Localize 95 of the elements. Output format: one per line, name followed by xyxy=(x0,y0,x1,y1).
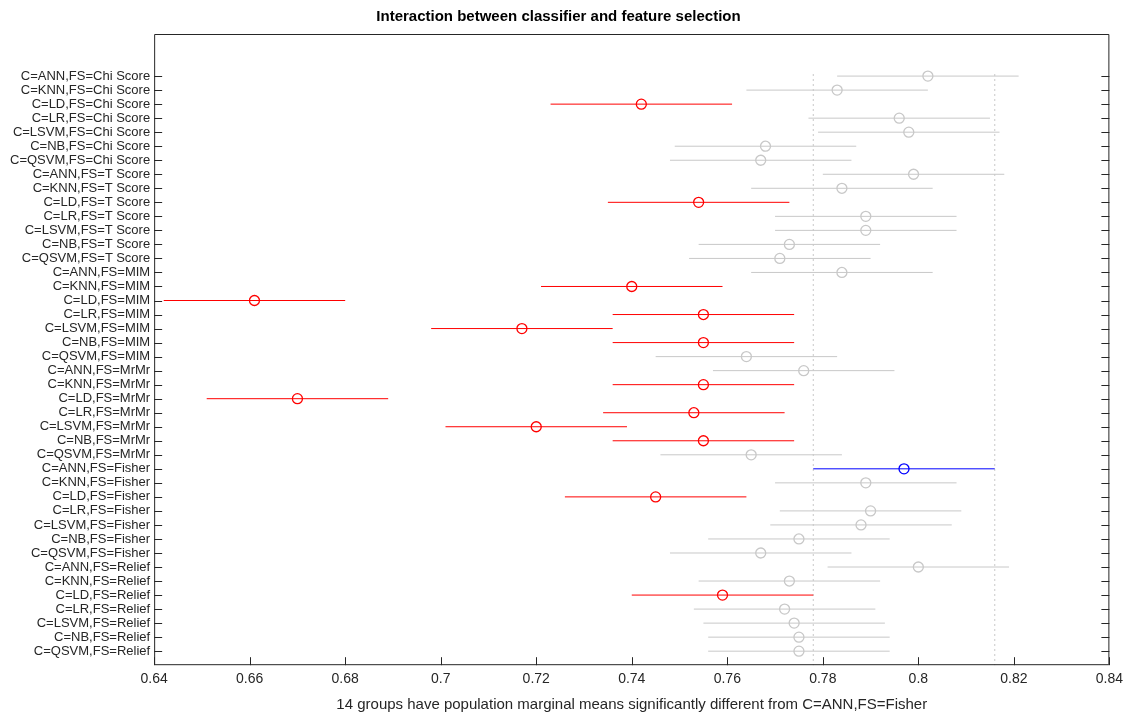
point xyxy=(697,336,710,349)
x-tick-label: 0.68 xyxy=(331,670,360,687)
y-tick-label: C=LSVM,FS=MIM xyxy=(44,320,151,336)
point xyxy=(788,617,800,629)
point xyxy=(516,322,528,335)
point xyxy=(855,519,867,531)
point xyxy=(697,379,710,391)
point xyxy=(759,140,772,152)
y-tick-label: C=NB,FS=MIM xyxy=(62,334,151,350)
y-tick-label: C=KNN,FS=T Score xyxy=(32,179,151,195)
y-tick-label: C=KNN,FS=Chi Score xyxy=(20,81,151,97)
point xyxy=(793,645,805,657)
y-tick-label: C=QSVM,FS=MrMr xyxy=(36,446,151,462)
y-tick-label: C=LD,FS=Fisher xyxy=(52,488,151,504)
y-tick-label: C=QSVM,FS=Chi Score xyxy=(10,151,151,167)
point xyxy=(793,533,805,545)
point xyxy=(798,364,810,377)
y-tick-label: C=QSVM,FS=MIM xyxy=(41,348,151,364)
y-tick-label: C=NB,FS=Chi Score xyxy=(30,137,151,153)
y-tick-label: C=KNN,FS=Relief xyxy=(44,572,151,588)
x-tick-label: 0.64 xyxy=(140,670,168,687)
point xyxy=(635,98,647,110)
x-tick-label: 0.66 xyxy=(236,670,264,687)
point xyxy=(860,210,872,222)
y-tick-label: C=NB,FS=T Score xyxy=(42,235,151,251)
point xyxy=(922,70,934,82)
point xyxy=(912,561,924,573)
point xyxy=(903,126,915,138)
point xyxy=(626,280,638,293)
y-tick-label: C=QSVM,FS=Fisher xyxy=(30,544,151,560)
point xyxy=(783,575,796,587)
y-tick-label: C=KNN,FS=MrMr xyxy=(47,376,151,392)
y-tick-label: C=LSVM,FS=Fisher xyxy=(33,516,151,532)
y-tick-label: C=KNN,FS=MIM xyxy=(52,278,151,294)
point xyxy=(248,294,261,307)
point xyxy=(831,84,843,96)
point xyxy=(778,603,791,615)
point xyxy=(745,449,757,461)
point xyxy=(860,224,872,237)
y-tick-label: C=LR,FS=MIM xyxy=(63,306,151,322)
y-tick-label: C=LSVM,FS=Relief xyxy=(36,614,151,630)
y-tick-label: C=LD,FS=Relief xyxy=(55,586,151,602)
point xyxy=(291,393,304,405)
point xyxy=(692,196,705,208)
point xyxy=(893,112,905,124)
y-tick-label: C=KNN,FS=Fisher xyxy=(41,474,151,490)
y-tick-label: C=QSVM,FS=Relief xyxy=(33,642,151,658)
y-tick-label: C=LD,FS=MrMr xyxy=(58,390,151,406)
point xyxy=(907,168,920,180)
point xyxy=(740,350,753,363)
point xyxy=(716,589,729,601)
x-tick-label: 0.84 xyxy=(1095,670,1124,687)
point xyxy=(898,463,910,475)
x-tick-label: 0.82 xyxy=(1000,670,1028,687)
point xyxy=(783,238,796,251)
y-tick-label: C=LSVM,FS=MrMr xyxy=(39,418,151,434)
y-tick-label: C=NB,FS=Fisher xyxy=(51,530,151,546)
y-tick-label: C=LR,FS=Chi Score xyxy=(31,109,151,125)
x-axis-title: 14 groups have population marginal means significantly different from C=ANN,FS=Fisher xyxy=(336,695,928,713)
point xyxy=(860,477,872,489)
point xyxy=(793,631,805,643)
x-tick-label: 0.7 xyxy=(430,670,451,687)
point xyxy=(697,435,710,447)
y-tick-label: C=LD,FS=Chi Score xyxy=(31,95,151,111)
point xyxy=(650,491,662,503)
y-tick-label: C=NB,FS=MrMr xyxy=(56,432,151,448)
point xyxy=(836,182,848,194)
chart-title: Interaction between classifier and feature selection xyxy=(376,7,741,25)
point xyxy=(755,547,767,559)
y-tick-label: C=LSVM,FS=Chi Score xyxy=(12,123,151,139)
y-tick-label: C=NB,FS=Relief xyxy=(54,628,151,644)
point xyxy=(755,154,767,166)
y-tick-label: C=LR,FS=T Score xyxy=(43,207,151,223)
x-tick-label: 0.74 xyxy=(618,670,646,687)
point xyxy=(688,407,700,419)
point xyxy=(697,308,710,321)
y-tick-label: C=LR,FS=Relief xyxy=(55,600,151,616)
point xyxy=(864,505,877,517)
y-tick-label: C=ANN,FS=Fisher xyxy=(41,460,151,476)
x-tick-label: 0.8 xyxy=(908,670,929,687)
y-tick-label: C=LD,FS=MIM xyxy=(63,292,151,308)
y-tick-label: C=QSVM,FS=T Score xyxy=(21,250,151,265)
point xyxy=(836,266,848,279)
y-tick-label: C=LD,FS=T Score xyxy=(43,193,151,209)
x-tick-label: 0.76 xyxy=(713,670,742,687)
y-tick-label: C=LSVM,FS=T Score xyxy=(24,221,151,237)
y-tick-label: C=ANN,FS=Chi Score xyxy=(20,67,151,83)
point xyxy=(530,421,542,433)
x-tick-label: 0.78 xyxy=(809,670,837,687)
y-tick-label: C=ANN,FS=MrMr xyxy=(47,362,151,378)
point xyxy=(774,252,786,265)
y-tick-label: C=ANN,FS=MIM xyxy=(52,264,151,280)
y-tick-label: C=LR,FS=Fisher xyxy=(52,502,151,518)
y-tick-label: C=LR,FS=MrMr xyxy=(58,404,151,420)
x-tick-label: 0.72 xyxy=(522,670,551,687)
